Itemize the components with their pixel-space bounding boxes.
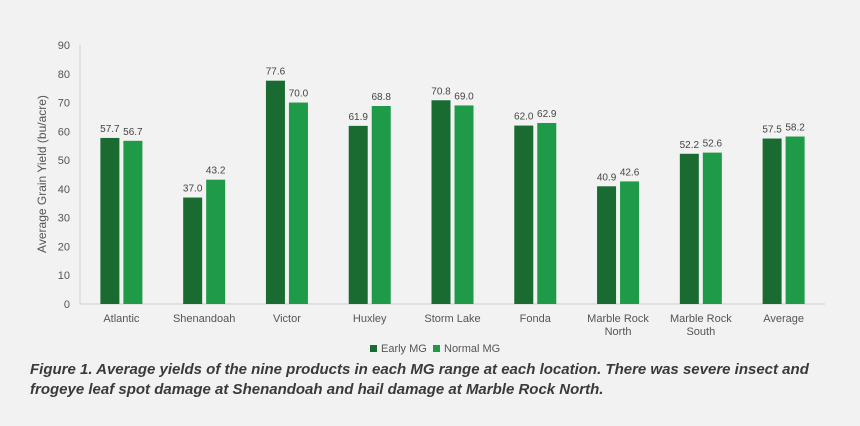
category-labels: Atlantic Shenandoah Victor Huxley Storm Lake…	[103, 313, 804, 338]
category-label: Fonda	[520, 313, 552, 325]
bar-normal-mg	[371, 106, 391, 305]
legend-label-early-mg: Early MG	[381, 343, 427, 355]
category-label: Average	[763, 313, 804, 325]
y-tick-labels: 0 10 20 30 40 50 60 70 80 90	[58, 40, 70, 311]
bar-normal-mg	[454, 105, 474, 304]
bar-early-mg	[431, 100, 451, 305]
data-label: 52.6	[703, 139, 723, 150]
bar-chart: Average Grain Yield (bu/acre) 0 10 20 30 40 5…	[35, 40, 825, 355]
bar-early-mg	[597, 186, 617, 304]
data-label: 57.5	[762, 125, 782, 136]
data-label: 40.9	[597, 172, 617, 183]
data-label: 37.0	[183, 184, 203, 195]
y-tick-label: 10	[58, 270, 70, 282]
legend-swatch-early-mg	[370, 345, 377, 352]
bars	[100, 80, 805, 305]
bar-normal-mg	[785, 136, 805, 304]
category-label: Storm Lake	[424, 313, 480, 325]
y-tick-label: 50	[58, 155, 70, 167]
category-label: Huxley	[353, 313, 387, 325]
y-tick-label: 40	[58, 184, 70, 196]
y-tick-label: 60	[58, 126, 70, 138]
category-label: Marble Rock South	[670, 313, 732, 338]
data-label: 58.2	[785, 123, 805, 134]
y-tick-label: 20	[58, 241, 70, 253]
data-label: 62.9	[537, 109, 557, 120]
bar-normal-mg	[288, 102, 308, 304]
category-label: Victor	[273, 313, 301, 325]
category-label: Atlantic	[103, 313, 140, 325]
data-label: 77.6	[266, 67, 286, 78]
data-label: 70.8	[431, 86, 451, 97]
y-tick-label: 30	[58, 213, 70, 225]
y-tick-label: 0	[64, 299, 70, 311]
data-label: 56.7	[123, 127, 143, 138]
legend-label-normal-mg: Normal MG	[444, 343, 500, 355]
y-tick-label: 90	[58, 40, 70, 52]
bar-normal-mg	[702, 152, 722, 304]
y-axis-title: Average Grain Yield (bu/acre)	[35, 95, 49, 253]
data-label: 62.0	[514, 112, 534, 123]
y-tick-label: 80	[58, 69, 70, 81]
bar-early-mg	[348, 125, 368, 304]
legend: Early MG Normal MG	[370, 343, 500, 355]
bar-early-mg	[183, 197, 203, 304]
data-labels: 57.7 56.7 37.043.2 77.670.0 61.968.8 70.8 69.0…	[100, 67, 805, 195]
bar-normal-mg	[537, 122, 557, 304]
legend-swatch-normal-mg	[433, 345, 440, 352]
data-label: 52.2	[680, 140, 700, 151]
figure-caption: Figure 1. Average yields of the nine pro…	[30, 361, 809, 398]
data-label: 61.9	[348, 112, 368, 123]
bar-early-mg	[679, 153, 699, 304]
bar-normal-mg	[206, 179, 226, 304]
bar-early-mg	[100, 137, 120, 304]
y-tick-label: 70	[58, 98, 70, 110]
data-label: 42.6	[620, 167, 640, 178]
bar-early-mg	[514, 125, 534, 304]
category-label: Marble Rock North	[587, 313, 649, 338]
data-label: 43.2	[206, 166, 226, 177]
bar-early-mg	[762, 138, 782, 304]
data-label: 57.7	[100, 124, 120, 135]
data-label: 69.0	[454, 91, 474, 102]
category-label: Shenandoah	[173, 313, 235, 325]
data-label: 68.8	[371, 92, 391, 103]
bar-normal-mg	[620, 181, 640, 304]
bar-normal-mg	[123, 140, 143, 304]
bar-early-mg	[265, 80, 285, 304]
data-label: 70.0	[289, 89, 309, 100]
